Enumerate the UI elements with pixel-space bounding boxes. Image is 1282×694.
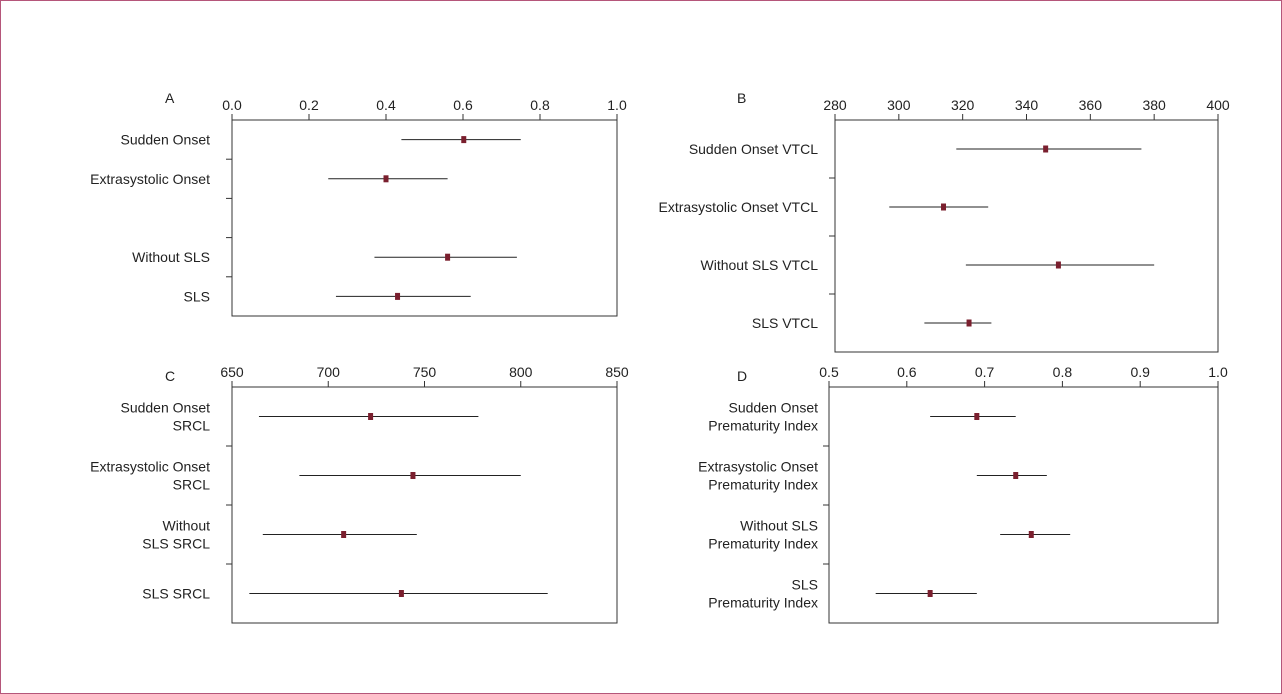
forest-row: Without SLS Prematurity Index	[708, 518, 1071, 552]
forest-row: SLS	[184, 288, 471, 304]
x-tick-label: 0.5	[819, 364, 839, 380]
forest-row: SLS VTCL	[752, 315, 992, 331]
row-label: Extrasystolic Onset	[698, 459, 818, 475]
x-tick-label: 850	[605, 364, 629, 380]
point-estimate	[395, 292, 401, 300]
row-label: Prematurity Index	[708, 536, 818, 552]
x-tick-label: 1.0	[1208, 364, 1228, 380]
point-estimate	[398, 590, 404, 597]
point-estimate	[974, 413, 980, 420]
point-estimate	[966, 319, 972, 327]
forest-row: Extrasystolic Onset	[90, 171, 448, 187]
row-label: Prematurity Index	[708, 418, 818, 434]
point-estimate	[410, 472, 416, 479]
row-label: SRCL	[173, 477, 211, 493]
x-tick-label: 0.6	[897, 364, 917, 380]
x-tick-label: 300	[887, 97, 911, 113]
row-label: SRCL	[173, 418, 211, 434]
row-label: Extrasystolic Onset VTCL	[659, 199, 819, 215]
row-label: Extrasystolic Onset	[90, 171, 210, 187]
point-estimate	[1043, 145, 1049, 153]
plot-area	[834, 119, 1219, 353]
row-label: Sudden Onset	[120, 132, 210, 148]
forest-row: Sudden Onset	[120, 132, 521, 148]
forest-row: Sudden Onset SRCL	[120, 400, 479, 434]
forest-row: Sudden Onset Prematurity Index	[708, 400, 1016, 434]
panel-letter: B	[737, 90, 746, 106]
panel-letter: D	[737, 368, 747, 384]
row-label: Without SLS VTCL	[701, 257, 819, 273]
row-label: Extrasystolic Onset	[90, 459, 210, 475]
x-tick-label: 400	[1206, 97, 1230, 113]
point-estimate	[941, 203, 947, 211]
x-tick-label: 320	[951, 97, 975, 113]
x-tick-label: 0.9	[1130, 364, 1150, 380]
x-tick-label: 650	[220, 364, 244, 380]
x-tick-label: 0.0	[222, 97, 242, 113]
point-estimate	[368, 413, 374, 420]
row-label: Without SLS	[132, 249, 210, 265]
x-tick-label: 280	[823, 97, 847, 113]
forest-row: Extrasystolic Onset VTCL	[659, 199, 989, 215]
x-tick-label: 380	[1142, 97, 1166, 113]
panel-d: D 0.5 0.6 0.7 0.8 0.9 1.0 Sudden Onset Prematuri…	[698, 364, 1228, 624]
row-label: Prematurity Index	[708, 595, 818, 611]
point-estimate	[445, 253, 451, 261]
row-label: Sudden Onset	[728, 400, 818, 416]
x-tick-label: 1.0	[607, 97, 627, 113]
x-tick-label: 750	[413, 364, 437, 380]
x-tick-label: 700	[317, 364, 341, 380]
forest-row: Extrasystolic Onset Prematurity Index	[698, 459, 1047, 493]
x-tick-label: 0.7	[975, 364, 995, 380]
row-label: Sudden Onset	[120, 400, 210, 416]
x-tick-label: 340	[1015, 97, 1039, 113]
plot-area	[828, 386, 1219, 624]
forest-row: Without SLS	[132, 249, 517, 265]
x-tick-label: 0.6	[453, 97, 473, 113]
point-estimate	[383, 175, 389, 183]
row-label: SLS SRCL	[142, 536, 210, 552]
forest-row: SLS SRCL	[142, 586, 548, 602]
row-label: Prematurity Index	[708, 477, 818, 493]
x-tick-label: 800	[509, 364, 533, 380]
panel-b: B 280 300 320 340 360 380 400 Sudden Onset VTCL E…	[659, 90, 1230, 353]
point-estimate	[461, 136, 467, 144]
x-tick-label: 0.8	[1053, 364, 1073, 380]
forest-row: Sudden Onset VTCL	[689, 141, 1142, 157]
point-estimate	[341, 531, 347, 538]
x-tick-label: 360	[1079, 97, 1103, 113]
point-estimate	[1028, 531, 1034, 538]
row-label: SLS	[792, 577, 818, 593]
plot-area	[231, 386, 618, 624]
row-label: SLS	[184, 288, 210, 304]
panel-letter: A	[165, 90, 175, 106]
forest-row: Extrasystolic Onset SRCL	[90, 459, 521, 493]
point-estimate	[927, 590, 933, 597]
panel-letter: C	[165, 368, 175, 384]
x-tick-label: 0.2	[299, 97, 319, 113]
row-label: Without	[163, 518, 211, 534]
panel-a: A 0.0 0.2 0.4 0.6 0.8 1.0 Sudden Onset Extrasyst…	[90, 90, 627, 317]
row-label: SLS SRCL	[142, 586, 210, 602]
row-label: Without SLS	[740, 518, 818, 534]
forest-row: Without SLS SRCL	[142, 518, 417, 552]
forest-row: SLS Prematurity Index	[708, 577, 977, 611]
row-label: SLS VTCL	[752, 315, 818, 331]
point-estimate	[1055, 261, 1061, 269]
plot-area	[231, 119, 618, 317]
forest-row: Without SLS VTCL	[701, 257, 1155, 273]
row-label: Sudden Onset VTCL	[689, 141, 818, 157]
x-tick-label: 0.4	[376, 97, 396, 113]
x-tick-label: 0.8	[530, 97, 550, 113]
point-estimate	[1013, 472, 1019, 479]
